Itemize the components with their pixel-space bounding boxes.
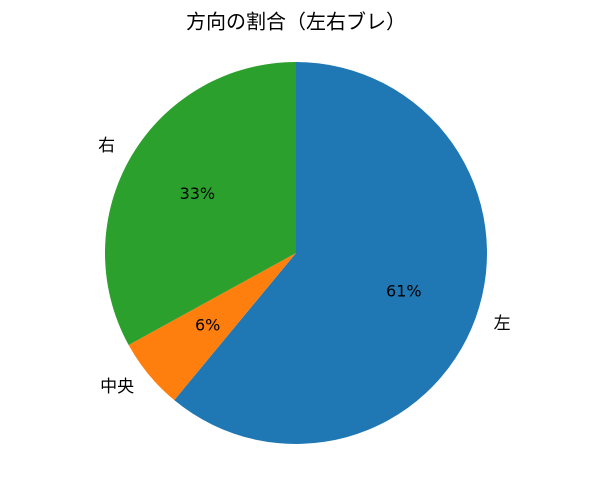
pie-slice bbox=[128, 253, 296, 401]
slice-label: 中央 bbox=[100, 377, 134, 397]
pie-slice bbox=[104, 62, 296, 346]
percent-label: 33% bbox=[180, 184, 216, 203]
percent-label: 6% bbox=[195, 316, 220, 335]
chart-title: 方向の割合（左右ブレ） bbox=[186, 10, 406, 34]
slice-label: 右 bbox=[98, 136, 115, 156]
slice-label: 左 bbox=[494, 314, 511, 334]
pie-slice bbox=[174, 62, 488, 444]
percent-label: 61% bbox=[386, 281, 422, 300]
